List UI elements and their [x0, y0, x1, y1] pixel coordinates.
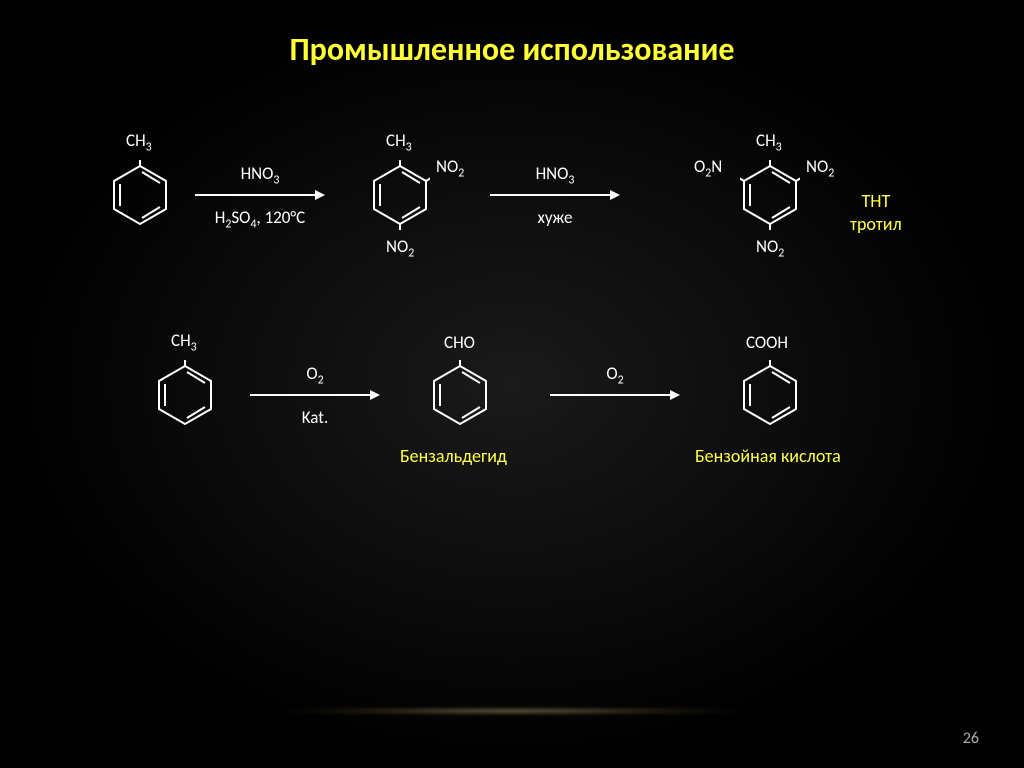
arrow-reagent: HNO3 [195, 163, 325, 187]
benzaldehyde-label: Бензальдегид [400, 445, 507, 467]
sub-no2-r: NO2 [806, 156, 834, 180]
toluene-2: CH3 [155, 360, 215, 430]
benzene-ring [430, 360, 490, 430]
benzoic-acid-label: Бензойная кислота [695, 445, 841, 467]
arrow-conditions: Kat. [250, 407, 380, 428]
sub-ch3: CH3 [386, 130, 412, 154]
sub-cho: CHO [444, 332, 475, 353]
sub-no2-r: NO2 [436, 156, 464, 180]
sub-no2-b: NO2 [386, 236, 414, 260]
arrow-conditions: хуже [490, 207, 620, 228]
benzene-ring [740, 160, 800, 230]
benzene-ring [740, 360, 800, 430]
benzaldehyde: CHO [430, 360, 490, 430]
sub-no2-b: NO2 [756, 236, 784, 260]
arrow-2-1: O2 Kat. [250, 385, 380, 405]
benzoic-acid: COOH [740, 360, 800, 430]
arrow-1-2: HNO3 хуже [490, 185, 620, 205]
bottom-glow [262, 709, 762, 713]
sub-ch3: CH3 [756, 130, 782, 154]
arrow-reagent: O2 [250, 363, 380, 387]
benzene-ring [370, 160, 430, 230]
arrow-reagent: HNO3 [490, 163, 620, 187]
arrow-conditions: H2SO4, 120°C [195, 207, 325, 231]
sub-o2n-l: O2N [694, 156, 722, 180]
benzene-ring [155, 360, 215, 430]
slide-title: Промышленное использование [0, 0, 1024, 69]
dinitrotoluene: CH3 NO2 NO2 [370, 160, 430, 230]
tnt: CH3 NO2 O2N NO2 [740, 160, 800, 230]
toluene-1: CH3 [110, 160, 170, 230]
sub-ch3: CH3 [126, 130, 152, 154]
arrow-1-1: HNO3 H2SO4, 120°C [195, 185, 325, 205]
arrow-reagent: O2 [550, 363, 680, 387]
sub-ch3: CH3 [171, 330, 197, 354]
sub-cooh: COOH [746, 332, 788, 353]
tnt-label: ТНТтротил [850, 190, 902, 237]
slide-number: 26 [963, 729, 979, 748]
arrow-2-2: O2 [550, 385, 680, 405]
benzene-ring [110, 160, 170, 230]
